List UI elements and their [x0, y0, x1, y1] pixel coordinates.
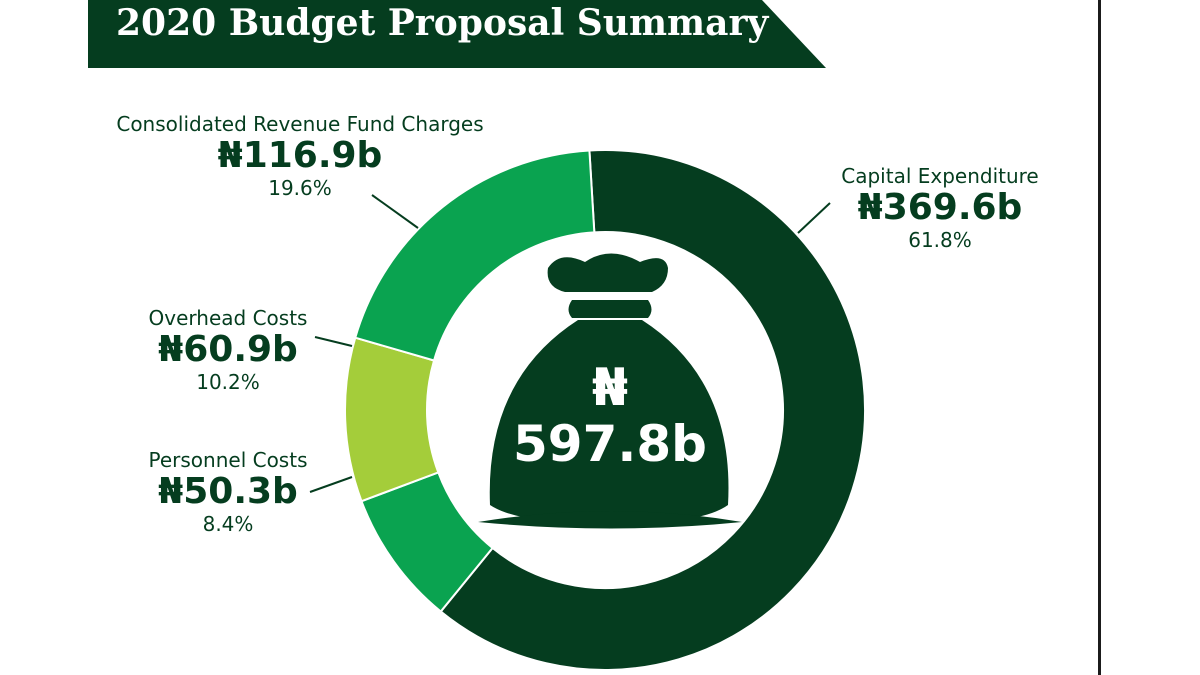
label-capital-expenditure: Capital Expenditure ₦369.6b 61.8%	[820, 164, 1060, 252]
leader-line-consolidated	[371, 194, 419, 229]
label-consolidated-amount: ₦116.9b	[217, 135, 383, 176]
label-personnel-name: Personnel Costs	[148, 448, 308, 472]
label-capital-name: Capital Expenditure	[841, 164, 1039, 188]
title-banner-shape	[88, 0, 826, 68]
label-consolidated-percent: 19.6%	[268, 175, 332, 200]
donut-slice-consolidated-revenue-fund-charges	[354, 149, 596, 362]
center-currency-symbol: ₦	[591, 358, 629, 418]
label-consolidated-revenue: Consolidated Revenue Fund Charges ₦116.9…	[80, 112, 520, 200]
label-capital-percent: 61.8%	[908, 227, 972, 252]
title-banner: 2020 Budget Proposal Summary	[88, 0, 828, 68]
money-bag-icon	[478, 253, 742, 529]
label-overhead-name: Overhead Costs	[148, 306, 308, 330]
center-total-amount: 597.8b	[513, 415, 707, 474]
leader-line-overhead	[314, 336, 353, 347]
label-overhead-percent: 10.2%	[196, 369, 260, 394]
label-consolidated-name: Consolidated Revenue Fund Charges	[116, 112, 484, 136]
right-border-line	[1098, 0, 1101, 675]
label-personnel-costs: Personnel Costs ₦50.3b 8.4%	[88, 448, 368, 536]
donut-slice-capital-expenditure	[439, 149, 866, 671]
page-title: 2020 Budget Proposal Summary	[116, 2, 769, 44]
center-total: ₦ 597.8b	[500, 358, 720, 474]
label-overhead-costs: Overhead Costs ₦60.9b 10.2%	[88, 306, 368, 394]
leader-lines	[309, 194, 831, 493]
leader-line-capital	[797, 202, 831, 234]
label-personnel-percent: 8.4%	[202, 511, 254, 536]
donut-slices	[344, 149, 866, 671]
label-personnel-amount: ₦50.3b	[158, 471, 298, 512]
label-overhead-amount: ₦60.9b	[158, 329, 298, 370]
label-capital-amount: ₦369.6b	[857, 187, 1023, 228]
leader-line-personnel	[309, 476, 353, 493]
